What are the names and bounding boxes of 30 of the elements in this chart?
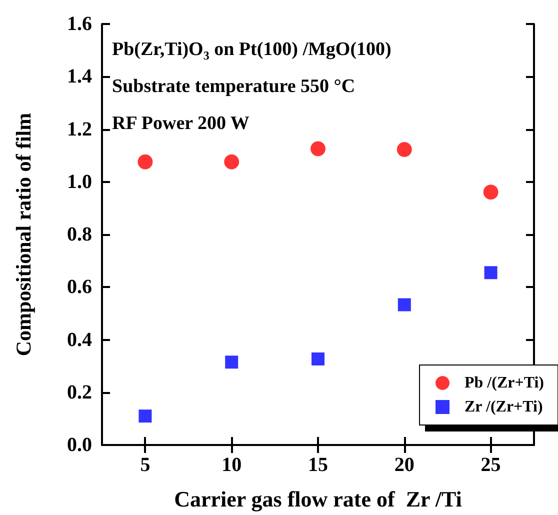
y-tick-label: 0.4 bbox=[67, 328, 92, 351]
point bbox=[310, 141, 326, 156]
y-tick-label: 1.6 bbox=[67, 13, 92, 35]
legend-label: Pb /(Zr+Ti) bbox=[464, 374, 544, 392]
y-tick-label: 0.8 bbox=[67, 224, 92, 246]
annotation: Substrate temperature 550 °C bbox=[112, 76, 356, 97]
x-tick-label: 10 bbox=[222, 454, 242, 476]
x-tick-label: 5 bbox=[140, 454, 150, 476]
point bbox=[483, 184, 498, 200]
point bbox=[396, 142, 412, 158]
point bbox=[312, 352, 324, 366]
x-axis-title: Carrier gas flow rate of Zr /Ti bbox=[174, 486, 462, 512]
y-axis-title: Compositional ratio of film bbox=[12, 112, 36, 356]
y-tick-label: 0.2 bbox=[67, 381, 92, 404]
point bbox=[138, 154, 153, 170]
point bbox=[224, 154, 240, 170]
y-tick-label: 1.4 bbox=[67, 66, 92, 88]
legend-label: Zr /(Zr+Ti) bbox=[464, 398, 543, 416]
point bbox=[225, 356, 238, 369]
x-tick-label: 20 bbox=[394, 454, 414, 476]
point bbox=[484, 266, 498, 280]
y-tick-label: 1.2 bbox=[67, 118, 92, 140]
y-tick-label: 0.6 bbox=[67, 276, 92, 298]
point bbox=[398, 298, 411, 312]
point bbox=[138, 410, 152, 423]
y-tick-label: 0.0 bbox=[67, 434, 92, 456]
x-tick-label: 25 bbox=[480, 454, 501, 476]
y-tick-label: 1.0 bbox=[67, 170, 92, 193]
annotation: RF Power 200 W bbox=[112, 113, 250, 134]
x-tick-label: 15 bbox=[308, 454, 328, 476]
